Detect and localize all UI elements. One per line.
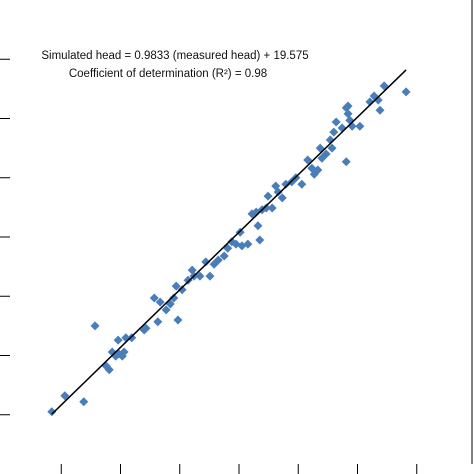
point (104, 365, 114, 375)
point (219, 251, 229, 261)
annotation: Simulated head = 0.9833 (measured head) … (41, 50, 308, 62)
point (261, 203, 271, 213)
point (235, 227, 245, 237)
point (243, 239, 253, 249)
fit-line (51, 69, 407, 415)
point (255, 235, 265, 245)
point (213, 255, 223, 265)
point (183, 275, 193, 285)
point (355, 121, 365, 131)
point (277, 193, 287, 203)
point (119, 347, 129, 357)
point (127, 333, 137, 343)
annotation: Coefficient of determination (R²) = 0.98 (69, 68, 267, 80)
point (121, 333, 131, 343)
point (253, 221, 263, 231)
point (201, 257, 211, 267)
point (171, 281, 181, 291)
point (375, 105, 385, 115)
point (153, 317, 163, 327)
point (343, 109, 353, 119)
point (60, 391, 70, 401)
point (303, 155, 313, 165)
point (79, 397, 89, 407)
point (173, 315, 183, 325)
point (149, 293, 159, 303)
point (169, 293, 179, 303)
point (329, 127, 339, 137)
point (177, 285, 187, 295)
point (113, 335, 123, 345)
point (141, 323, 151, 333)
point (263, 191, 273, 201)
point (47, 407, 57, 417)
point (343, 101, 353, 111)
point (327, 143, 337, 153)
point (297, 179, 307, 189)
point (309, 169, 319, 179)
point (267, 203, 277, 213)
point (331, 117, 341, 127)
point (161, 305, 171, 315)
point (155, 297, 165, 307)
point (273, 187, 283, 197)
point (373, 95, 383, 105)
point (205, 271, 215, 281)
point (90, 321, 100, 331)
point (365, 97, 375, 107)
point (195, 271, 205, 281)
point (321, 149, 331, 159)
point (341, 157, 351, 167)
point (401, 87, 411, 97)
